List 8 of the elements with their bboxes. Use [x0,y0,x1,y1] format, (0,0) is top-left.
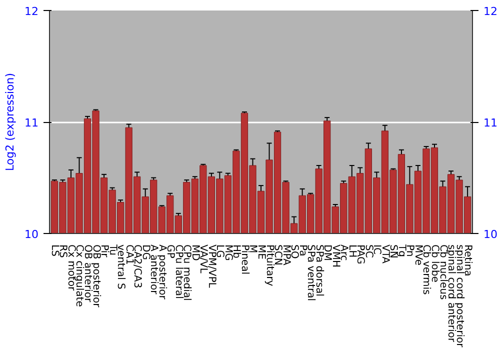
x-tick-label: LS [48,244,60,256]
y2-tick-label: 10 [484,228,498,241]
y-tick-label: 10 [24,228,39,241]
y-tick-label: 11 [24,116,39,130]
y2-tick-label: 11 [484,116,498,130]
y-tick-label: 12 [24,5,39,18]
y-axis-title: Log2 (expression) [4,72,17,172]
y2-tick-label: 12 [484,5,498,18]
